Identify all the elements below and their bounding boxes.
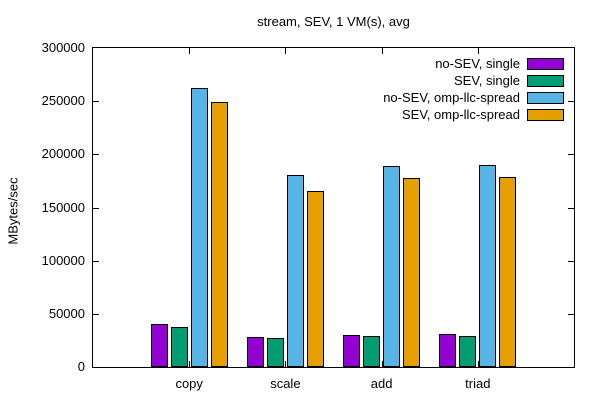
legend-swatch-no-sev-omp-llc-spread (527, 91, 564, 104)
y-tick-label: 0 (77, 359, 85, 374)
y-tick-left (93, 101, 99, 103)
x-tick-top (285, 48, 286, 54)
x-tick-label: add (370, 376, 393, 391)
bar-no-sev-single-copy (150, 324, 168, 367)
legend-label: no-SEV, single (435, 56, 520, 71)
x-tick-top (189, 48, 190, 54)
legend-swatch-no-sev-single (527, 57, 564, 70)
y-tick-label: 50000 (48, 305, 85, 321)
x-tick-label: copy (175, 376, 203, 391)
x-tick-bottom (478, 361, 479, 367)
bar-no-sev-omp-llc-spread-copy (190, 88, 208, 367)
legend-swatch-sev-single (527, 74, 564, 87)
x-tick-bottom (189, 361, 190, 367)
bar-no-sev-omp-llc-spread-scale (286, 175, 304, 367)
y-tick-right (568, 207, 574, 209)
chart-title: stream, SEV, 1 VM(s), avg (257, 14, 410, 29)
bar-sev-single-triad (459, 336, 477, 367)
y-tick-left (93, 260, 99, 262)
y-tick-right (568, 313, 574, 315)
y-tick-right (568, 101, 574, 103)
plot-area: no-SEV, single SEV, single no-SEV, omp-llc… (92, 47, 575, 368)
legend-row-no-sev-single: no-SEV, single (383, 55, 564, 72)
bar-no-sev-single-add (343, 335, 361, 367)
y-tick-left (93, 313, 99, 315)
x-tick-top (382, 48, 383, 54)
x-tick-bottom (382, 361, 383, 367)
y-tick-right (568, 260, 574, 262)
x-tick-label: scale (270, 376, 301, 391)
x-tick-top (478, 48, 479, 54)
legend-label: SEV, omp-llc-spread (401, 107, 520, 122)
y-tick-left (93, 154, 99, 156)
bar-sev-omp-llc-spread-triad (499, 177, 517, 367)
y-tick-label: 300000 (41, 40, 85, 55)
y-tick-right (568, 154, 574, 156)
bar-no-sev-omp-llc-spread-triad (479, 165, 497, 367)
bar-sev-omp-llc-spread-scale (306, 191, 324, 367)
x-tick-label: triad (465, 376, 491, 391)
y-tick-left (93, 207, 99, 209)
legend: no-SEV, single SEV, single no-SEV, omp-llc… (383, 55, 564, 123)
bar-sev-single-add (363, 336, 381, 367)
legend-row-sev-single: SEV, single (383, 72, 564, 89)
x-tick-bottom (285, 361, 286, 367)
bar-sev-single-scale (266, 338, 284, 367)
bar-sev-single-copy (170, 327, 188, 367)
legend-row-no-sev-omp-llc-spread: no-SEV, omp-llc-spread (383, 89, 564, 106)
bar-sev-omp-llc-spread-add (403, 178, 421, 367)
legend-label: no-SEV, omp-llc-spread (383, 90, 520, 105)
y-tick-label: 150000 (41, 199, 85, 215)
y-tick-label: 100000 (41, 252, 85, 268)
y-tick-label: 250000 (41, 93, 85, 109)
bar-no-sev-single-scale (246, 337, 264, 367)
bar-no-sev-omp-llc-spread-add (383, 166, 401, 367)
legend-row-sev-omp-llc-spread: SEV, omp-llc-spread (383, 106, 564, 123)
legend-swatch-sev-omp-llc-spread (527, 108, 564, 121)
bar-sev-omp-llc-spread-copy (210, 102, 228, 367)
legend-label: SEV, single (453, 73, 520, 88)
y-tick-label: 200000 (41, 146, 85, 162)
bar-no-sev-single-triad (439, 334, 457, 367)
